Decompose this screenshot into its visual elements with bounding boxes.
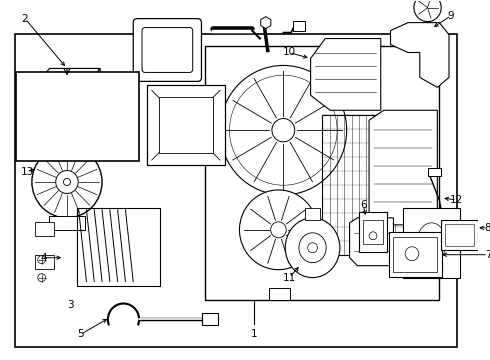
Bar [269, 288, 290, 300]
Circle shape [32, 146, 102, 218]
Polygon shape [391, 23, 449, 87]
Circle shape [38, 274, 46, 282]
Bar [359, 212, 387, 252]
Circle shape [405, 247, 419, 261]
Bar [322, 115, 425, 255]
Bar [393, 237, 437, 272]
Polygon shape [42, 78, 92, 113]
Bar [441, 220, 478, 250]
Polygon shape [369, 110, 437, 225]
Circle shape [64, 179, 71, 185]
Polygon shape [311, 39, 381, 110]
Text: 10: 10 [283, 48, 296, 58]
Circle shape [369, 232, 377, 240]
Bar [16, 72, 139, 161]
Bar [159, 97, 213, 153]
Circle shape [270, 222, 286, 238]
Bar [15, 34, 457, 347]
Polygon shape [261, 17, 271, 28]
Bar [35, 255, 54, 269]
Bar [305, 208, 320, 220]
Bar [35, 222, 54, 236]
Bar [428, 168, 441, 176]
FancyBboxPatch shape [133, 19, 201, 81]
Bar [293, 21, 305, 31]
Bar [147, 85, 225, 165]
Circle shape [220, 66, 346, 195]
Text: 3: 3 [68, 300, 74, 310]
Text: 12: 12 [450, 195, 464, 205]
Bar [445, 224, 474, 246]
Circle shape [56, 171, 78, 193]
Text: 13: 13 [21, 167, 34, 177]
Text: 9: 9 [448, 11, 454, 21]
Bar [389, 232, 442, 276]
Bar [49, 216, 84, 230]
Text: 11: 11 [283, 273, 296, 283]
Text: 8: 8 [485, 223, 490, 233]
Circle shape [272, 118, 294, 142]
Circle shape [414, 0, 441, 22]
Text: 6: 6 [360, 200, 367, 210]
Circle shape [38, 256, 46, 264]
Text: 4: 4 [40, 253, 47, 263]
Text: 1: 1 [251, 329, 257, 339]
Text: 7: 7 [485, 250, 490, 260]
Bar [403, 208, 460, 278]
Bar [77, 208, 160, 285]
Circle shape [240, 190, 318, 270]
FancyBboxPatch shape [142, 28, 193, 72]
Ellipse shape [285, 218, 340, 278]
Polygon shape [42, 68, 100, 78]
Bar [202, 314, 218, 325]
Circle shape [308, 243, 318, 253]
Text: 2: 2 [22, 14, 28, 24]
Polygon shape [349, 218, 393, 266]
Bar [205, 45, 439, 300]
Ellipse shape [299, 233, 326, 263]
Text: 5: 5 [77, 329, 84, 339]
Circle shape [436, 247, 446, 257]
Polygon shape [92, 68, 100, 113]
Bar [363, 220, 383, 244]
